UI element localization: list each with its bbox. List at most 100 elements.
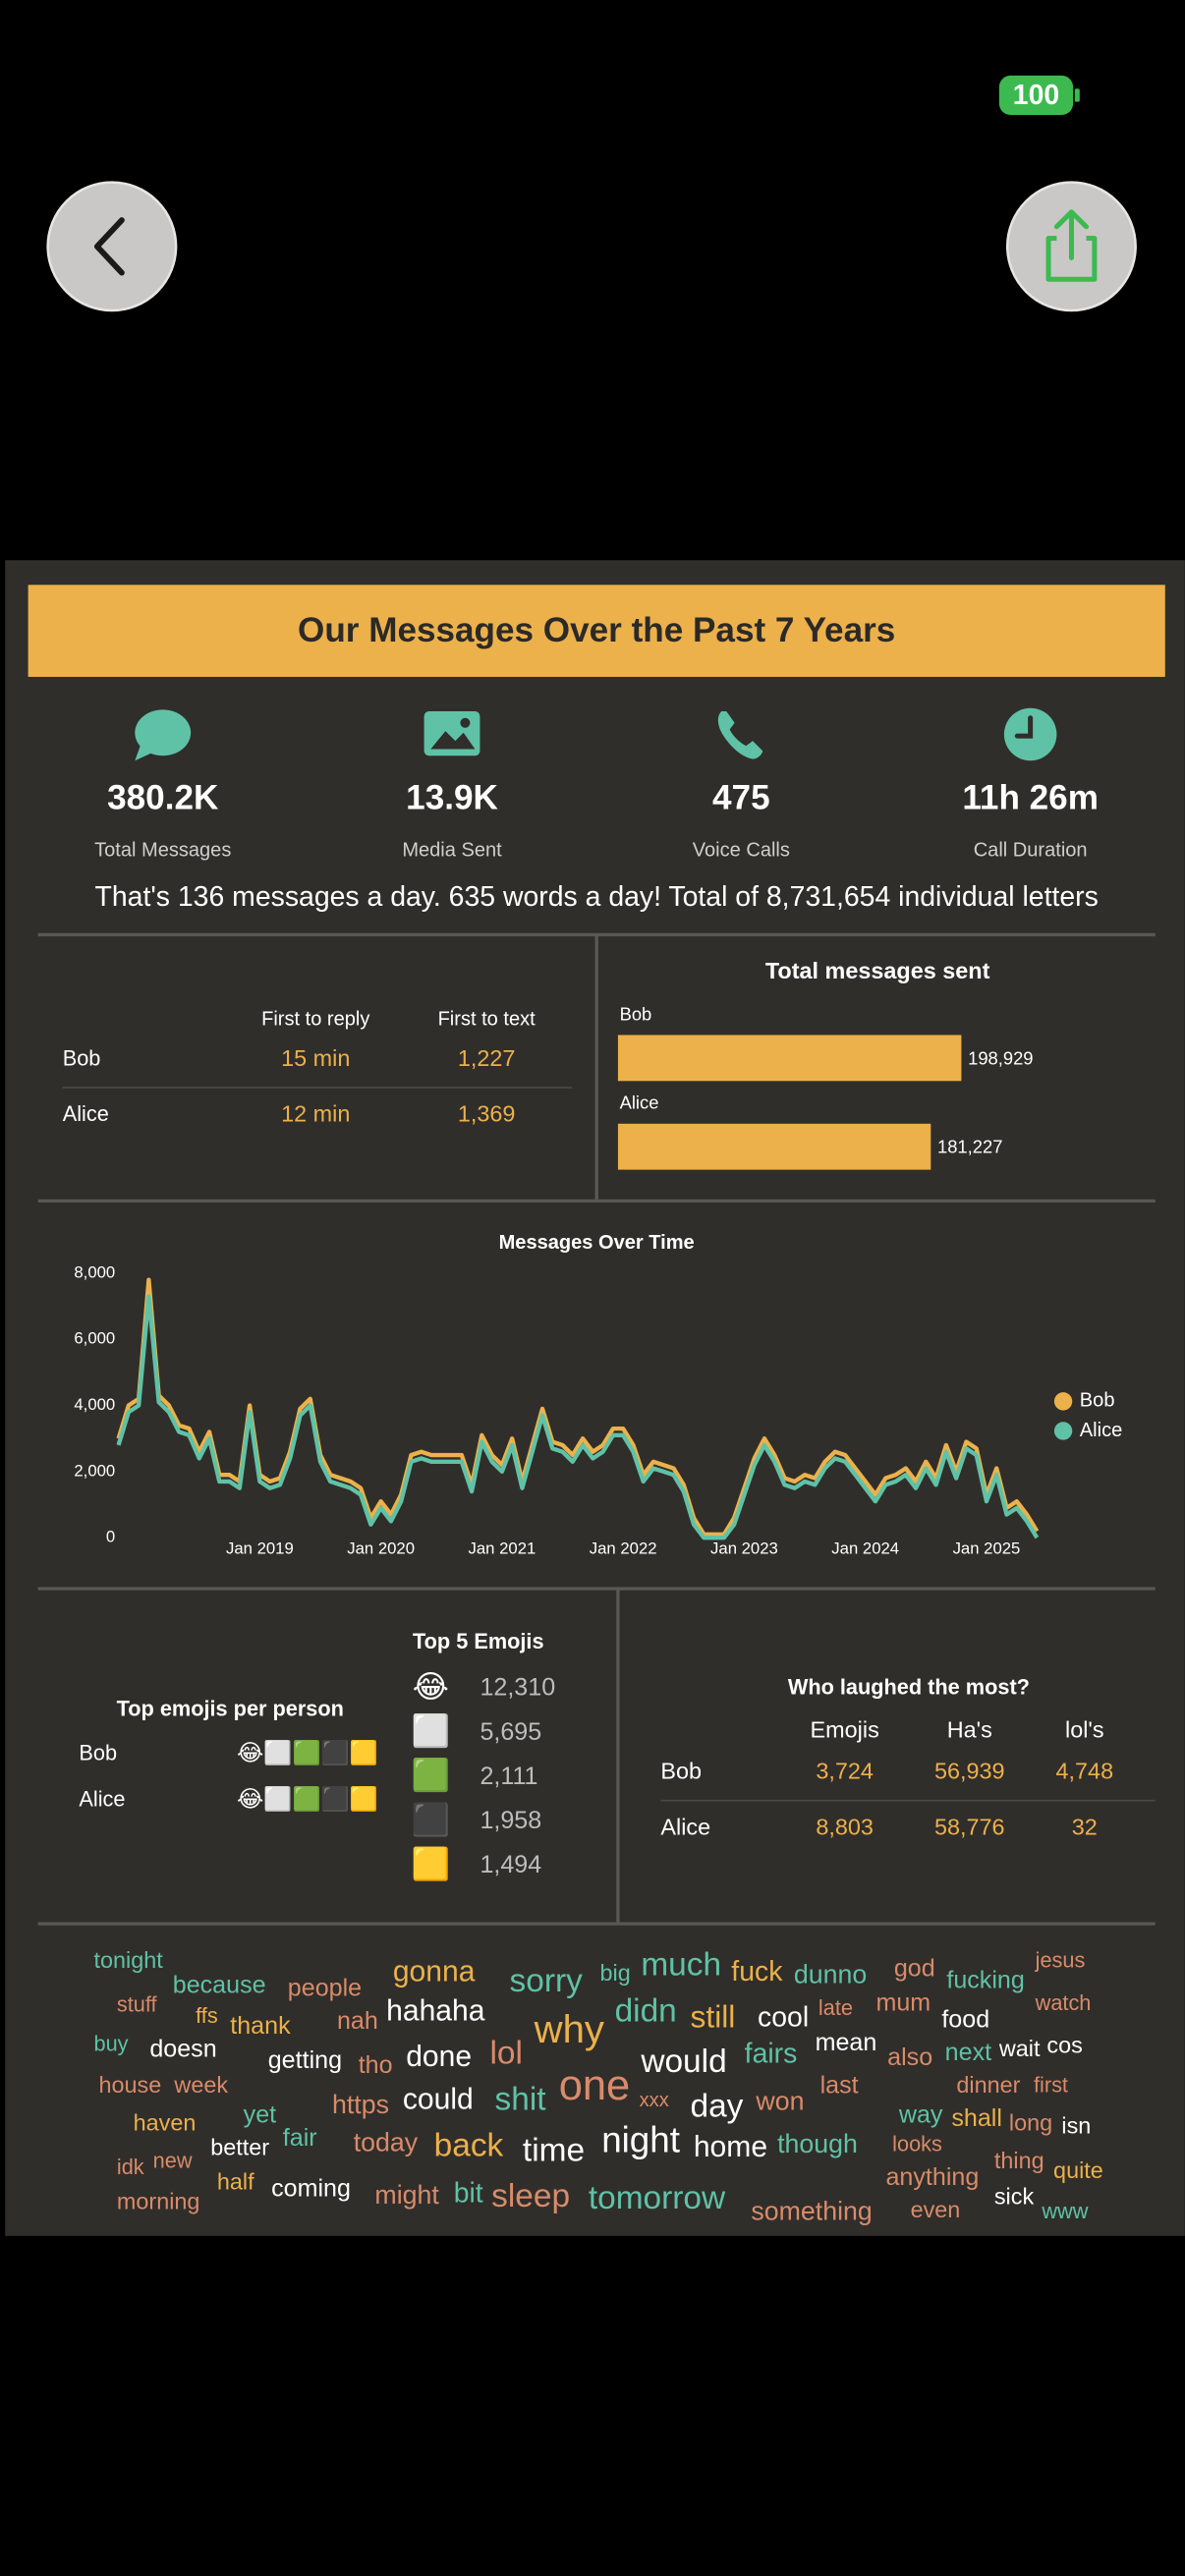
title-bar	[28, 585, 1165, 677]
person-emojis: 😂⬜🟩⬛🟨	[237, 1785, 378, 1813]
row-name: Bob	[660, 1758, 702, 1783]
cloud-word: getting	[268, 2046, 342, 2074]
column-header: Ha's	[947, 1717, 992, 1743]
x-tick-label: Jan 2019	[226, 1539, 294, 1557]
row-name: Bob	[79, 1741, 117, 1765]
cloud-word: https	[332, 2090, 389, 2119]
cloud-word: idk	[117, 2155, 144, 2179]
cell: 3,724	[816, 1758, 874, 1783]
stat-value: 475	[712, 779, 770, 817]
share-button[interactable]	[1005, 181, 1137, 312]
cloud-word: doesn	[149, 2036, 216, 2063]
emoji: ⬛	[412, 1802, 451, 1837]
cloud-word: mean	[816, 2029, 877, 2056]
cell: 32	[1072, 1814, 1098, 1839]
cell: 12 min	[281, 1101, 350, 1127]
bar-value: 198,929	[968, 1047, 1033, 1068]
cloud-word: isn	[1061, 2113, 1091, 2139]
cloud-word: much	[641, 1946, 721, 1983]
row-name: Alice	[63, 1101, 109, 1126]
cloud-word: god	[894, 1955, 935, 1983]
cell: 56,939	[934, 1758, 1005, 1783]
cloud-word: next	[945, 2039, 991, 2066]
cloud-word: sleep	[491, 2178, 570, 2214]
legend-swatch	[1053, 1422, 1073, 1440]
row-name: Alice	[660, 1814, 710, 1839]
y-tick-label: 0	[106, 1528, 115, 1546]
cloud-word: something	[751, 2197, 872, 2226]
emoji: 🟨	[412, 1846, 451, 1881]
cloud-word: time	[523, 2132, 585, 2168]
cell: 15 min	[281, 1045, 350, 1071]
stat-label: Voice Calls	[693, 839, 790, 861]
stat-label: Call Duration	[974, 839, 1088, 861]
series-line	[116, 1294, 1040, 1540]
emoji-title: Top 5 Emojis	[413, 1629, 544, 1653]
cloud-word: new	[153, 2148, 193, 2172]
cloud-word: fair	[283, 2124, 317, 2152]
cloud-word: cool	[758, 2002, 809, 2034]
cloud-word: xxx	[640, 2090, 669, 2111]
cloud-word: thank	[230, 2012, 291, 2040]
bar	[617, 1123, 931, 1170]
cloud-word: people	[288, 1975, 362, 2002]
person-emojis: 😂⬜🟩⬛🟨	[237, 1739, 378, 1766]
bar-label: Alice	[620, 1092, 659, 1113]
cloud-word: fucking	[946, 1966, 1024, 1993]
cloud-word: sick	[994, 2184, 1035, 2210]
y-tick-label: 6,000	[74, 1329, 115, 1348]
cloud-word: still	[690, 1999, 735, 2035]
cloud-word: home	[694, 2131, 767, 2163]
cloud-word: half	[217, 2169, 254, 2195]
x-tick-label: Jan 2022	[590, 1539, 657, 1557]
cloud-word: one	[559, 2062, 631, 2109]
cloud-word: dunno	[794, 1960, 867, 1989]
cloud-word: better	[210, 2134, 269, 2159]
cloud-word: because	[173, 1971, 266, 1998]
cloud-word: mum	[875, 1989, 931, 2017]
cloud-word: coming	[271, 2175, 351, 2203]
stat-value: 13.9K	[406, 779, 498, 817]
cloud-word: jesus	[1035, 1947, 1086, 1972]
cloud-word: night	[601, 2119, 680, 2159]
cloud-word: fuck	[731, 1956, 783, 1988]
emoji-count: 12,310	[480, 1674, 555, 1702]
cloud-word: haven	[134, 2109, 197, 2135]
column-header: lol's	[1065, 1717, 1104, 1743]
laughs-title: Who laughed the most?	[788, 1675, 1030, 1700]
cloud-word: thing	[994, 2148, 1044, 2173]
cloud-word: lol	[489, 2036, 522, 2072]
cloud-word: done	[406, 2041, 472, 2073]
cloud-word: anything	[885, 2163, 979, 2191]
cloud-word: sorry	[510, 1963, 584, 1999]
cloud-word: might	[374, 2180, 439, 2210]
back-button[interactable]	[46, 181, 178, 312]
row-name: Bob	[63, 1045, 101, 1070]
summary: That's 136 messages a day. 635 words a d…	[95, 881, 1099, 913]
x-tick-label: Jan 2024	[831, 1539, 899, 1557]
cloud-word: quite	[1053, 2157, 1103, 2183]
emoji: 😂	[413, 1668, 449, 1704]
bar-value: 181,227	[937, 1137, 1002, 1157]
cloud-word: tho	[359, 2051, 393, 2079]
bar-label: Bob	[620, 1003, 652, 1024]
cloud-word: fairs	[745, 2038, 798, 2069]
cloud-word: back	[434, 2127, 504, 2163]
battery	[998, 75, 1074, 116]
cloud-word: shit	[495, 2082, 547, 2118]
cell: 1,369	[458, 1101, 516, 1127]
cell: 1,227	[458, 1045, 516, 1071]
y-tick-label: 8,000	[74, 1262, 115, 1281]
emoji-count: 1,958	[480, 1807, 541, 1834]
cloud-word: house	[99, 2072, 162, 2098]
x-tick-label: Jan 2021	[469, 1539, 536, 1557]
y-tick-label: 4,000	[74, 1395, 115, 1414]
stat-value: 11h 26m	[962, 779, 1099, 817]
cloud-word: stuff	[117, 1991, 158, 2016]
cloud-word: www	[1041, 2199, 1088, 2223]
cloud-word: would	[640, 2044, 726, 2080]
x-tick-label: Jan 2023	[710, 1539, 778, 1557]
per-person-title: Top emojis per person	[117, 1696, 344, 1720]
emoji: 🟩	[412, 1758, 451, 1793]
